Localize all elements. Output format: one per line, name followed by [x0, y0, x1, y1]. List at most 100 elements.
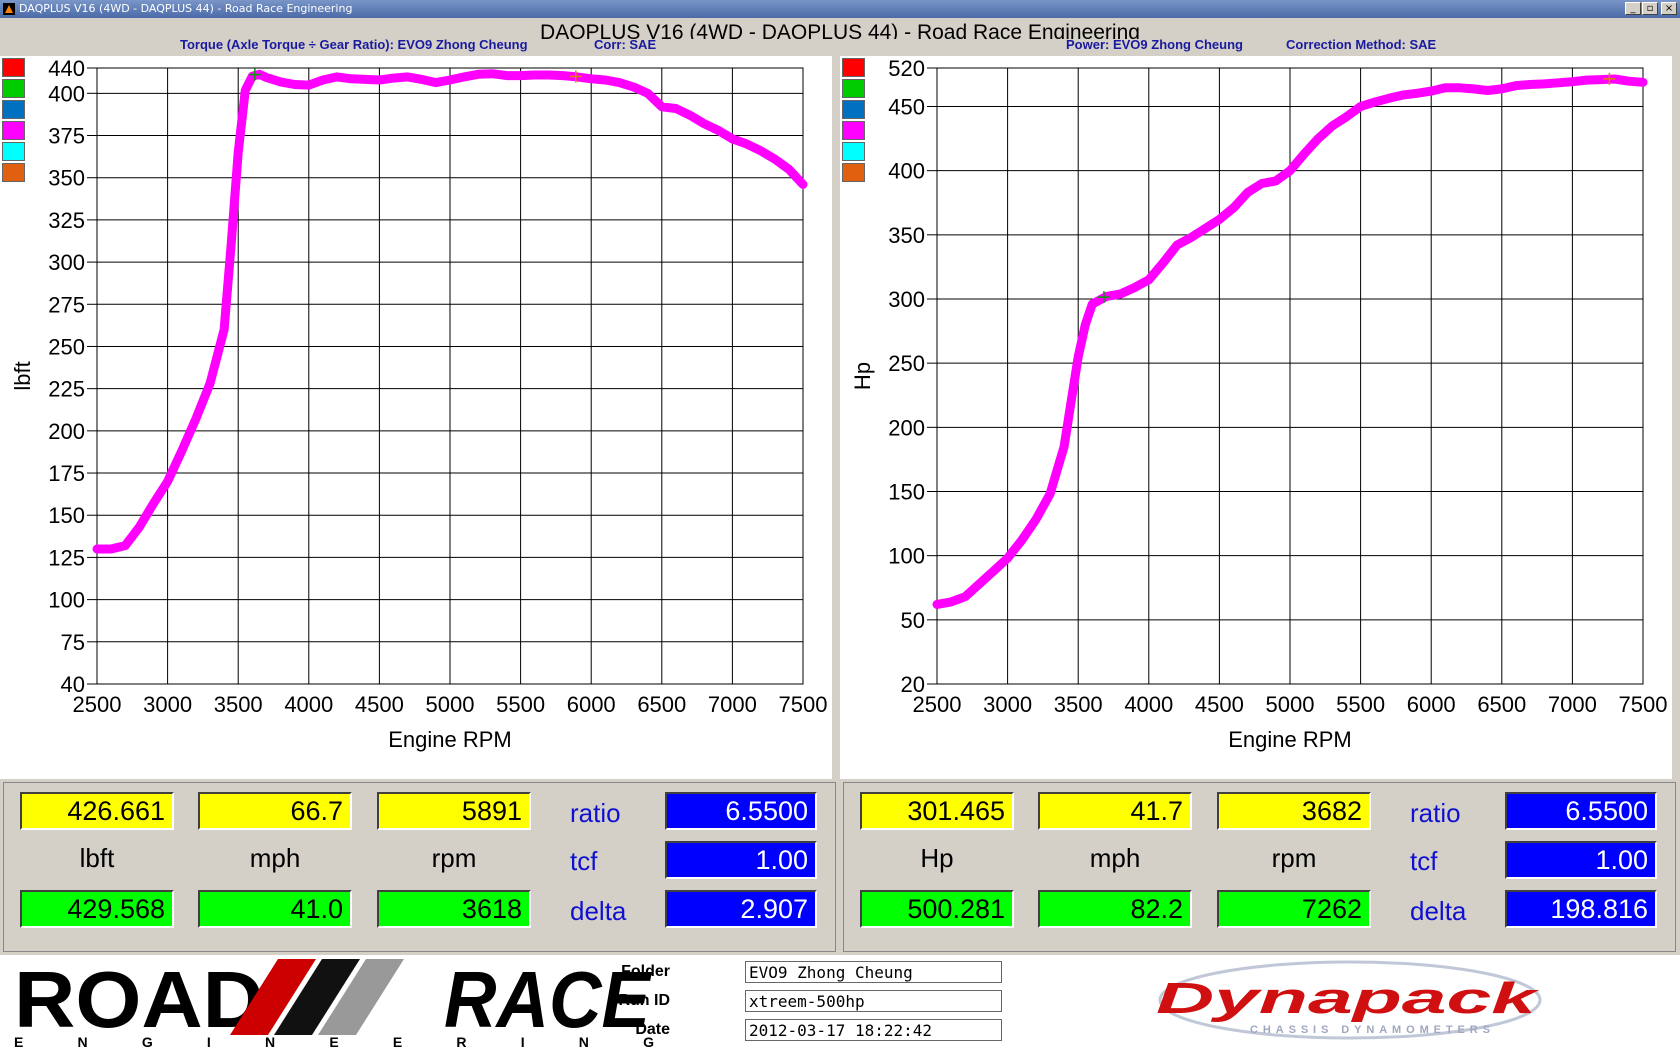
ratio-label: ratio [570, 798, 621, 828]
right-color-swatch-6[interactable] [842, 163, 865, 182]
left-color-swatch-2[interactable] [2, 79, 25, 98]
torque-data-point [633, 86, 635, 88]
torque-data-point [562, 75, 564, 77]
power-data-point [1458, 87, 1460, 89]
power-data-point [1331, 125, 1333, 127]
torque-data-point [181, 450, 183, 452]
power-x-tick-label: 3500 [1054, 692, 1103, 717]
power-data-point [1035, 519, 1037, 521]
footer: ROAD RACE ENGINEERING Folder EVO9 Zhong … [0, 955, 1680, 1050]
torque-data-point [280, 81, 282, 83]
torque-x-tick-label: 2500 [73, 692, 122, 717]
torque-series-line [92, 69, 808, 554]
torque-data-point [802, 183, 804, 185]
speed-value-box: 66.7 [198, 792, 352, 830]
run-id-label: Run ID [618, 992, 670, 1009]
power-unit-label: Hp [920, 843, 954, 873]
power-data-point [1388, 97, 1390, 99]
right-color-swatch-3[interactable] [842, 100, 865, 119]
power-x-tick-label: 6000 [1407, 692, 1456, 717]
power-data-point [1148, 279, 1150, 281]
torque-value-box: 426.661 [20, 792, 174, 830]
power-data-point [1120, 293, 1122, 295]
power-data-point [1416, 92, 1418, 94]
torque-x-tick-label: 7000 [708, 692, 757, 717]
left-chart-subtitle: Torque (Axle Torque ÷ Gear Ratio): EVO9 … [180, 37, 528, 52]
left-color-swatch-6[interactable] [2, 163, 25, 182]
torque-data-point [491, 73, 493, 75]
folder-field: EVO9 Zhong Cheung [745, 961, 1002, 983]
left-color-swatch-3[interactable] [2, 100, 25, 119]
speed-value-box: 41.7 [1038, 792, 1192, 830]
power-data-point [1204, 227, 1206, 229]
right-color-swatch-1[interactable] [842, 58, 865, 77]
power-data-point [1473, 88, 1475, 90]
torque-y-axis-label: lbft [10, 361, 35, 390]
window-titlebar: DAQPLUS V16 (4WD - DAQPLUS 44) - Road Ra… [0, 0, 1680, 18]
torque-y-tick-label: 325 [48, 208, 85, 233]
window-title: DAQPLUS V16 (4WD - DAQPLUS 44) - Road Ra… [19, 2, 353, 15]
torque-data-point [167, 480, 169, 482]
power-data-point [1007, 557, 1009, 559]
torque-data-point [477, 73, 479, 75]
torque-data-point [463, 76, 465, 78]
left-color-swatch-5[interactable] [2, 142, 25, 161]
power-data-point [1084, 324, 1086, 326]
torque-unit-label: lbft [79, 843, 115, 873]
date-label: Date [635, 1021, 670, 1038]
torque-data-point [520, 75, 522, 77]
peak-speed-box: 41.0 [198, 890, 352, 928]
peak-rpm-box: 7262 [1217, 890, 1371, 928]
left-color-swatch-1[interactable] [2, 58, 25, 77]
power-data-point [964, 596, 966, 598]
power-data-point [1557, 82, 1559, 84]
power-x-tick-label: 6500 [1477, 692, 1526, 717]
left-color-swatch-4[interactable] [2, 121, 25, 140]
power-readout-panel: 301.465 41.7 3682 Hp mph rpm 500.281 82.… [843, 782, 1676, 952]
minimize-button[interactable]: _ [1625, 2, 1641, 15]
right-color-swatch-5[interactable] [842, 142, 865, 161]
power-data-point [1289, 170, 1291, 172]
power-data-point [1190, 236, 1192, 238]
torque-x-tick-label: 3000 [143, 692, 192, 717]
right-color-swatch-2[interactable] [842, 79, 865, 98]
torque-y-tick-label: 100 [48, 588, 85, 613]
torque-data-point [350, 78, 352, 80]
folder-label: Folder [621, 963, 670, 980]
right-color-swatch-4[interactable] [842, 121, 865, 140]
torque-data-point [604, 79, 606, 81]
power-data-point [1091, 303, 1093, 305]
torque-x-tick-label: 5000 [426, 692, 475, 717]
power-data-point [1529, 84, 1531, 85]
road-race-logo: ROAD RACE ENGINEERING [14, 955, 654, 1050]
restore-button[interactable]: ▫ [1642, 2, 1658, 15]
power-x-tick-label: 2500 [913, 692, 962, 717]
torque-y-tick-label: 375 [48, 124, 85, 149]
power-data-point [1070, 401, 1072, 403]
torque-data-point [703, 123, 705, 125]
speed-unit-label: mph [249, 843, 301, 873]
power-y-axis-label: Hp [850, 362, 875, 390]
torque-data-point [209, 383, 211, 385]
torque-y-tick-label: 150 [48, 503, 85, 528]
power-data-point [1261, 183, 1263, 184]
tcf-label: tcf [570, 846, 598, 876]
torque-data-point [505, 75, 507, 77]
torque-chart[interactable]: 2500 3000 3500 4000 4500 5000 5500 6000 6500 7000… [0, 56, 832, 779]
torque-data-point [237, 151, 239, 153]
power-data-point [1162, 262, 1164, 264]
torque-data-point [124, 545, 126, 547]
power-y-tick-label: 300 [888, 287, 925, 312]
power-data-point [1218, 218, 1220, 220]
close-button[interactable]: × [1661, 2, 1677, 15]
power-chart[interactable]: 2500 3000 3500 4000 4500 5000 5500 6000 6500 7000… [840, 56, 1672, 779]
torque-y-tick-label: 200 [48, 419, 85, 444]
power-data-point [1487, 90, 1489, 92]
power-data-point [950, 601, 952, 603]
torque-readout-panel: 426.661 66.7 5891 lbft mph rpm 429.568 4… [3, 782, 836, 952]
torque-y-tick-label: 225 [48, 377, 85, 402]
left-correction-label: Corr: SAE [594, 37, 657, 52]
power-data-point [936, 603, 938, 605]
power-x-tick-label: 3000 [983, 692, 1032, 717]
power-y-tick-label: 350 [888, 223, 925, 248]
